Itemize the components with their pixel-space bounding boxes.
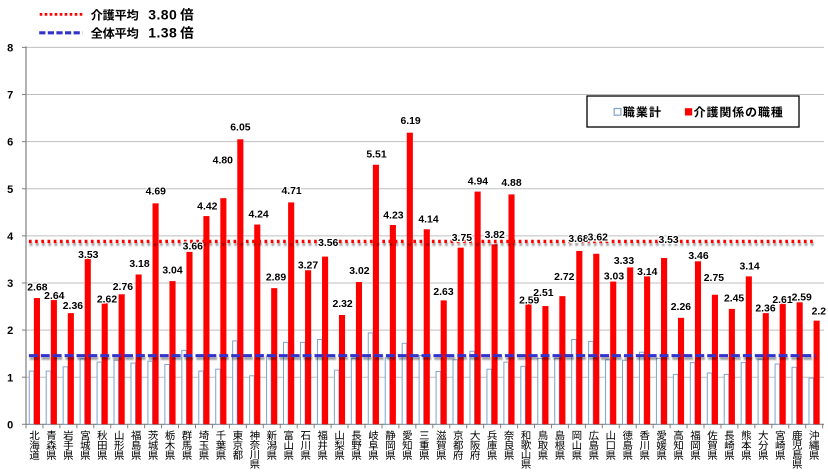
svg-text:3.04: 3.04 — [162, 266, 182, 277]
svg-text:4.23: 4.23 — [383, 211, 403, 222]
svg-text:3.02: 3.02 — [349, 266, 369, 277]
svg-text:2.75: 2.75 — [704, 273, 724, 284]
svg-text:3.27: 3.27 — [298, 261, 318, 272]
svg-text:3.62: 3.62 — [588, 233, 608, 244]
svg-text:8: 8 — [7, 43, 13, 55]
svg-text:6.19: 6.19 — [400, 116, 420, 127]
svg-text:2: 2 — [7, 325, 13, 337]
svg-text:3.66: 3.66 — [183, 241, 203, 252]
svg-text:1: 1 — [7, 372, 13, 384]
svg-text:2.64: 2.64 — [44, 291, 64, 302]
svg-text:3.82: 3.82 — [485, 230, 505, 241]
svg-text:6: 6 — [7, 137, 13, 149]
svg-text:4.80: 4.80 — [213, 156, 233, 167]
svg-text:3.14: 3.14 — [637, 267, 657, 278]
svg-text:2.36: 2.36 — [755, 303, 775, 314]
svg-text:3.14: 3.14 — [739, 261, 759, 272]
svg-text:3.68: 3.68 — [568, 234, 588, 245]
svg-text:4: 4 — [7, 231, 14, 243]
svg-text:4.24: 4.24 — [248, 209, 268, 220]
svg-text:3.03: 3.03 — [604, 272, 624, 283]
svg-text:5: 5 — [7, 184, 13, 196]
svg-text:4.42: 4.42 — [197, 202, 217, 213]
svg-text:0: 0 — [7, 419, 13, 431]
svg-text:3.56: 3.56 — [318, 238, 338, 249]
svg-text:2.45: 2.45 — [724, 293, 744, 304]
svg-text:3.53: 3.53 — [78, 250, 98, 261]
svg-text:2.72: 2.72 — [554, 272, 574, 283]
svg-text:3.53: 3.53 — [658, 235, 678, 246]
svg-text:2.89: 2.89 — [266, 272, 286, 283]
svg-text:2.61: 2.61 — [772, 295, 792, 306]
svg-text:2.59: 2.59 — [792, 293, 812, 304]
svg-text:2.76: 2.76 — [113, 282, 133, 293]
svg-text:2.63: 2.63 — [433, 287, 453, 298]
svg-text:2.68: 2.68 — [27, 283, 47, 294]
svg-text:3.33: 3.33 — [614, 256, 634, 267]
svg-text:4.69: 4.69 — [146, 187, 166, 198]
svg-text:4.88: 4.88 — [501, 178, 521, 189]
svg-text:4.94: 4.94 — [468, 176, 488, 187]
svg-text:3.75: 3.75 — [452, 233, 472, 244]
svg-text:2.62: 2.62 — [97, 295, 117, 306]
svg-text:3.46: 3.46 — [688, 251, 708, 262]
svg-text:2.2: 2.2 — [812, 307, 827, 318]
svg-text:3.18: 3.18 — [129, 259, 149, 270]
svg-text:2.26: 2.26 — [671, 302, 691, 313]
svg-text:3: 3 — [7, 278, 13, 290]
svg-text:6.05: 6.05 — [230, 122, 250, 133]
svg-text:2.51: 2.51 — [533, 288, 553, 299]
svg-text:7: 7 — [7, 90, 13, 102]
svg-text:2.32: 2.32 — [332, 299, 352, 310]
svg-text:5.51: 5.51 — [366, 149, 386, 160]
svg-text:3.80: 3.80 — [148, 6, 177, 22]
svg-text:2.59: 2.59 — [519, 296, 539, 307]
svg-text:4.14: 4.14 — [418, 215, 438, 226]
svg-text:1.38: 1.38 — [148, 25, 177, 41]
svg-text:2.36: 2.36 — [63, 301, 83, 312]
svg-text:4.71: 4.71 — [281, 186, 301, 197]
